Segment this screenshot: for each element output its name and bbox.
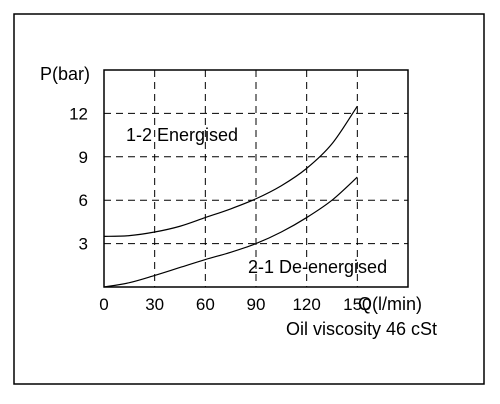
series-group (103, 105, 358, 288)
series-label-de-energised: 2-1 De-energised (248, 257, 387, 277)
plot-frame (103, 69, 409, 288)
x-tick-label-0: 0 (99, 295, 108, 314)
y-axis-label: P(bar) (40, 64, 90, 84)
outer-frame (13, 13, 485, 385)
x-tick-label-90: 90 (247, 295, 266, 314)
tick-labels: 0 30 60 90 120 150 3 6 9 12 (69, 104, 371, 314)
series-line-energised (103, 105, 358, 237)
y-tick-label-3: 3 (79, 235, 88, 254)
grid (104, 70, 408, 287)
series-label-energised: 1-2 Energised (126, 125, 238, 145)
x-tick-label-30: 30 (145, 295, 164, 314)
x-tick-label-60: 60 (196, 295, 215, 314)
x-tick-label-150: 150 (343, 295, 371, 314)
x-tick-label-120: 120 (292, 295, 320, 314)
viscosity-note: Oil viscosity 46 cSt (286, 319, 437, 339)
y-tick-label-6: 6 (79, 191, 88, 210)
y-tick-label-12: 12 (69, 104, 88, 123)
x-axis-label: Q(l/min) (358, 294, 422, 314)
series-line-de-energised (103, 176, 358, 288)
y-tick-label-9: 9 (79, 148, 88, 167)
